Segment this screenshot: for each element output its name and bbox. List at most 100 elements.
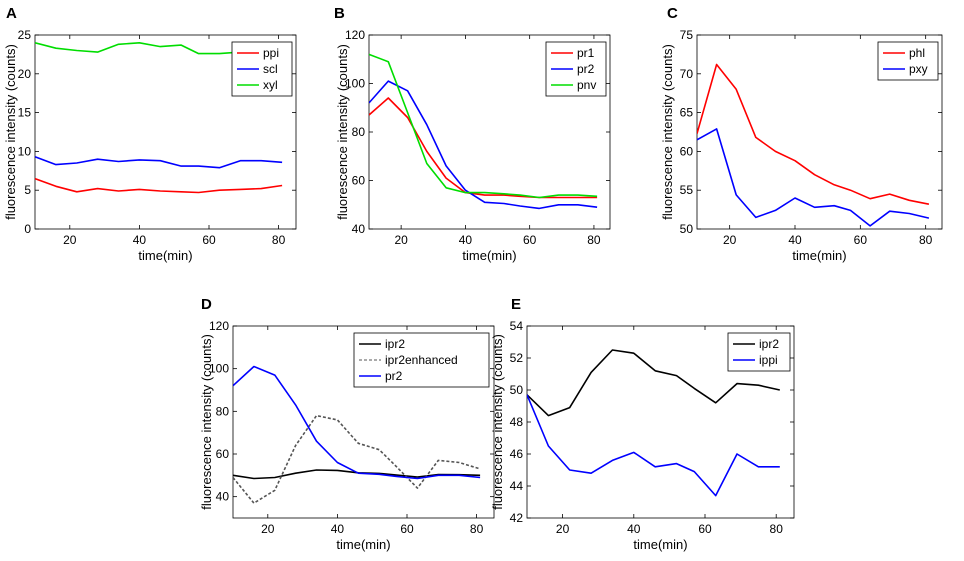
panel-d-legend: ipr2 ipr2enhanced pr2 (353, 332, 490, 388)
panel-b-x-tick-label: 20 (394, 233, 408, 247)
panel-b-x-tick-label: 60 (523, 233, 537, 247)
panel-c: C 20 40 60 80 50 55 60 65 70 75 time(min) fluorescen… (660, 5, 943, 263)
panel-e-y-tick-label: 50 (510, 383, 524, 397)
panel-c-legend: phl pxy (877, 41, 939, 81)
panel-e-y-tick-label: 42 (510, 511, 524, 525)
panel-b-x-tick-label: 40 (459, 233, 473, 247)
panel-e-legend-box (727, 332, 791, 372)
panel-c-y-tick-label: 50 (680, 222, 694, 236)
panel-e-y-axis-label: fluorescence intensity (counts) (490, 334, 505, 510)
panel-b-legend-label-pnv: pnv (577, 78, 596, 92)
panel-b-legend-label-pr2: pr2 (577, 62, 595, 76)
panel-a-x-tick-label: 20 (63, 233, 77, 247)
panel-a-legend-label-ppi: ppi (263, 46, 279, 60)
panel-e-letter: E (511, 296, 521, 313)
panel-a-y-tick-label: 15 (18, 106, 32, 120)
panel-d-x-tick-label: 80 (470, 522, 484, 536)
panel-e-y-tick-label: 52 (510, 351, 524, 365)
panel-e-x-axis-label: time(min) (633, 537, 687, 552)
panel-b-y-tick-label: 40 (352, 222, 366, 236)
panel-c-letter: C (667, 5, 678, 22)
panel-a-y-axis-label: fluorescence intensity (counts) (3, 44, 18, 220)
panel-e: E 20 40 60 80 42 44 46 48 50 52 54 time(min) fluoresc… (490, 296, 795, 552)
panel-c-y-tick-label: 70 (680, 67, 694, 81)
panel-a-legend-box (231, 41, 293, 97)
panel-b-series-pr1 (369, 97, 598, 199)
panel-c-x-axis-label: time(min) (792, 248, 846, 263)
panel-e-y-tick-label: 48 (510, 415, 524, 429)
panel-e-series-ipr2 (527, 349, 780, 417)
panel-b-legend-box (545, 41, 607, 97)
panel-e-x-tick-label: 60 (698, 522, 712, 536)
panel-d-letter: D (201, 296, 212, 313)
panel-b-x-tick-label: 80 (587, 233, 601, 247)
panel-e-x-tick-label: 40 (627, 522, 641, 536)
panel-c-y-tick-label: 65 (680, 106, 694, 120)
panel-c-x-tick-label: 40 (788, 233, 802, 247)
panel-a-letter: A (6, 5, 17, 22)
panel-d-legend-label-ipr2: ipr2 (385, 337, 405, 351)
panel-c-x-tick-label: 80 (919, 233, 933, 247)
panel-c-legend-label-phl: phl (909, 46, 925, 60)
panel-d-x-axis-label: time(min) (336, 537, 390, 552)
panel-a-y-tick-label: 20 (18, 67, 32, 81)
panel-e-x-tick-label: 80 (770, 522, 784, 536)
panel-c-x-tick-label: 20 (723, 233, 737, 247)
panel-b-y-tick-label: 100 (345, 77, 365, 91)
panel-b: B 20 40 60 80 40 60 80 100 120 time(min) fluorescen… (334, 5, 611, 263)
panel-a-legend-label-xyl: xyl (263, 78, 278, 92)
panel-b-legend-label-pr1: pr1 (577, 46, 595, 60)
panel-a-x-axis-label: time(min) (138, 248, 192, 263)
panel-a-legend-label-scl: scl (263, 62, 278, 76)
panel-c-series-phl (697, 63, 930, 205)
panel-e-series-ippi (527, 394, 780, 497)
panel-b-y-tick-label: 80 (352, 125, 366, 139)
panel-a: A 20 40 60 80 0 5 10 15 20 25 time(min) fluorescence… (3, 5, 297, 263)
panel-d-x-tick-label: 40 (331, 522, 345, 536)
panel-d-x-tick-label: 20 (261, 522, 275, 536)
panel-b-letter: B (334, 5, 345, 22)
panel-d-y-tick-label: 100 (209, 362, 229, 376)
panel-c-legend-box (877, 41, 939, 81)
panel-a-series-ppi (35, 177, 283, 194)
panel-b-legend: pr1 pr2 pnv (545, 41, 607, 97)
panel-c-y-tick-label: 55 (680, 183, 694, 197)
panel-d-y-tick-label: 120 (209, 319, 229, 333)
panel-c-y-tick-label: 75 (680, 28, 694, 42)
panel-d-y-axis-label: fluorescence intensity (counts) (199, 334, 214, 510)
panel-a-legend: ppi scl xyl (231, 41, 293, 97)
panel-e-legend: ipr2 ippi (727, 332, 791, 372)
panel-e-y-tick-label: 54 (510, 319, 524, 333)
panel-b-y-axis-label: fluorescence intensity (counts) (335, 44, 350, 220)
panel-b-y-tick-label: 60 (352, 174, 366, 188)
panel-d-y-tick-label: 40 (216, 490, 230, 504)
panel-e-legend-label-ipr2: ipr2 (759, 337, 779, 351)
panel-a-y-tick-label: 10 (18, 144, 32, 158)
panel-c-legend-label-pxy: pxy (909, 62, 928, 76)
panel-b-series-pr2 (369, 80, 598, 210)
panel-a-y-tick-label: 0 (24, 222, 31, 236)
panel-b-x-axis-label: time(min) (462, 248, 516, 263)
panel-e-legend-label-ippi: ippi (759, 353, 778, 367)
panel-a-x-tick-label: 40 (133, 233, 147, 247)
panel-a-y-tick-label: 5 (24, 183, 31, 197)
panel-b-series-pnv (369, 53, 598, 199)
panel-d-legend-label-pr2: pr2 (385, 369, 403, 383)
panel-d-y-tick-label: 80 (216, 404, 230, 418)
panel-a-x-tick-label: 60 (202, 233, 216, 247)
panel-d-series-ipr2enhanced (233, 414, 481, 504)
panel-d-x-tick-label: 60 (400, 522, 414, 536)
panel-a-series-scl (35, 156, 283, 169)
panel-a-y-tick-label: 25 (18, 28, 32, 42)
panel-c-x-tick-label: 60 (854, 233, 868, 247)
panel-e-y-tick-label: 44 (510, 479, 524, 493)
panel-d-y-tick-label: 60 (216, 447, 230, 461)
panel-c-y-tick-label: 60 (680, 144, 694, 158)
panel-e-x-tick-label: 20 (556, 522, 570, 536)
panel-c-y-axis-label: fluorescence intensity (counts) (660, 44, 675, 220)
panel-c-series-pxy (697, 128, 930, 227)
panel-e-y-tick-label: 46 (510, 447, 524, 461)
panel-a-x-tick-label: 80 (272, 233, 286, 247)
panel-d-legend-label-ipr2enhanced: ipr2enhanced (385, 353, 458, 367)
